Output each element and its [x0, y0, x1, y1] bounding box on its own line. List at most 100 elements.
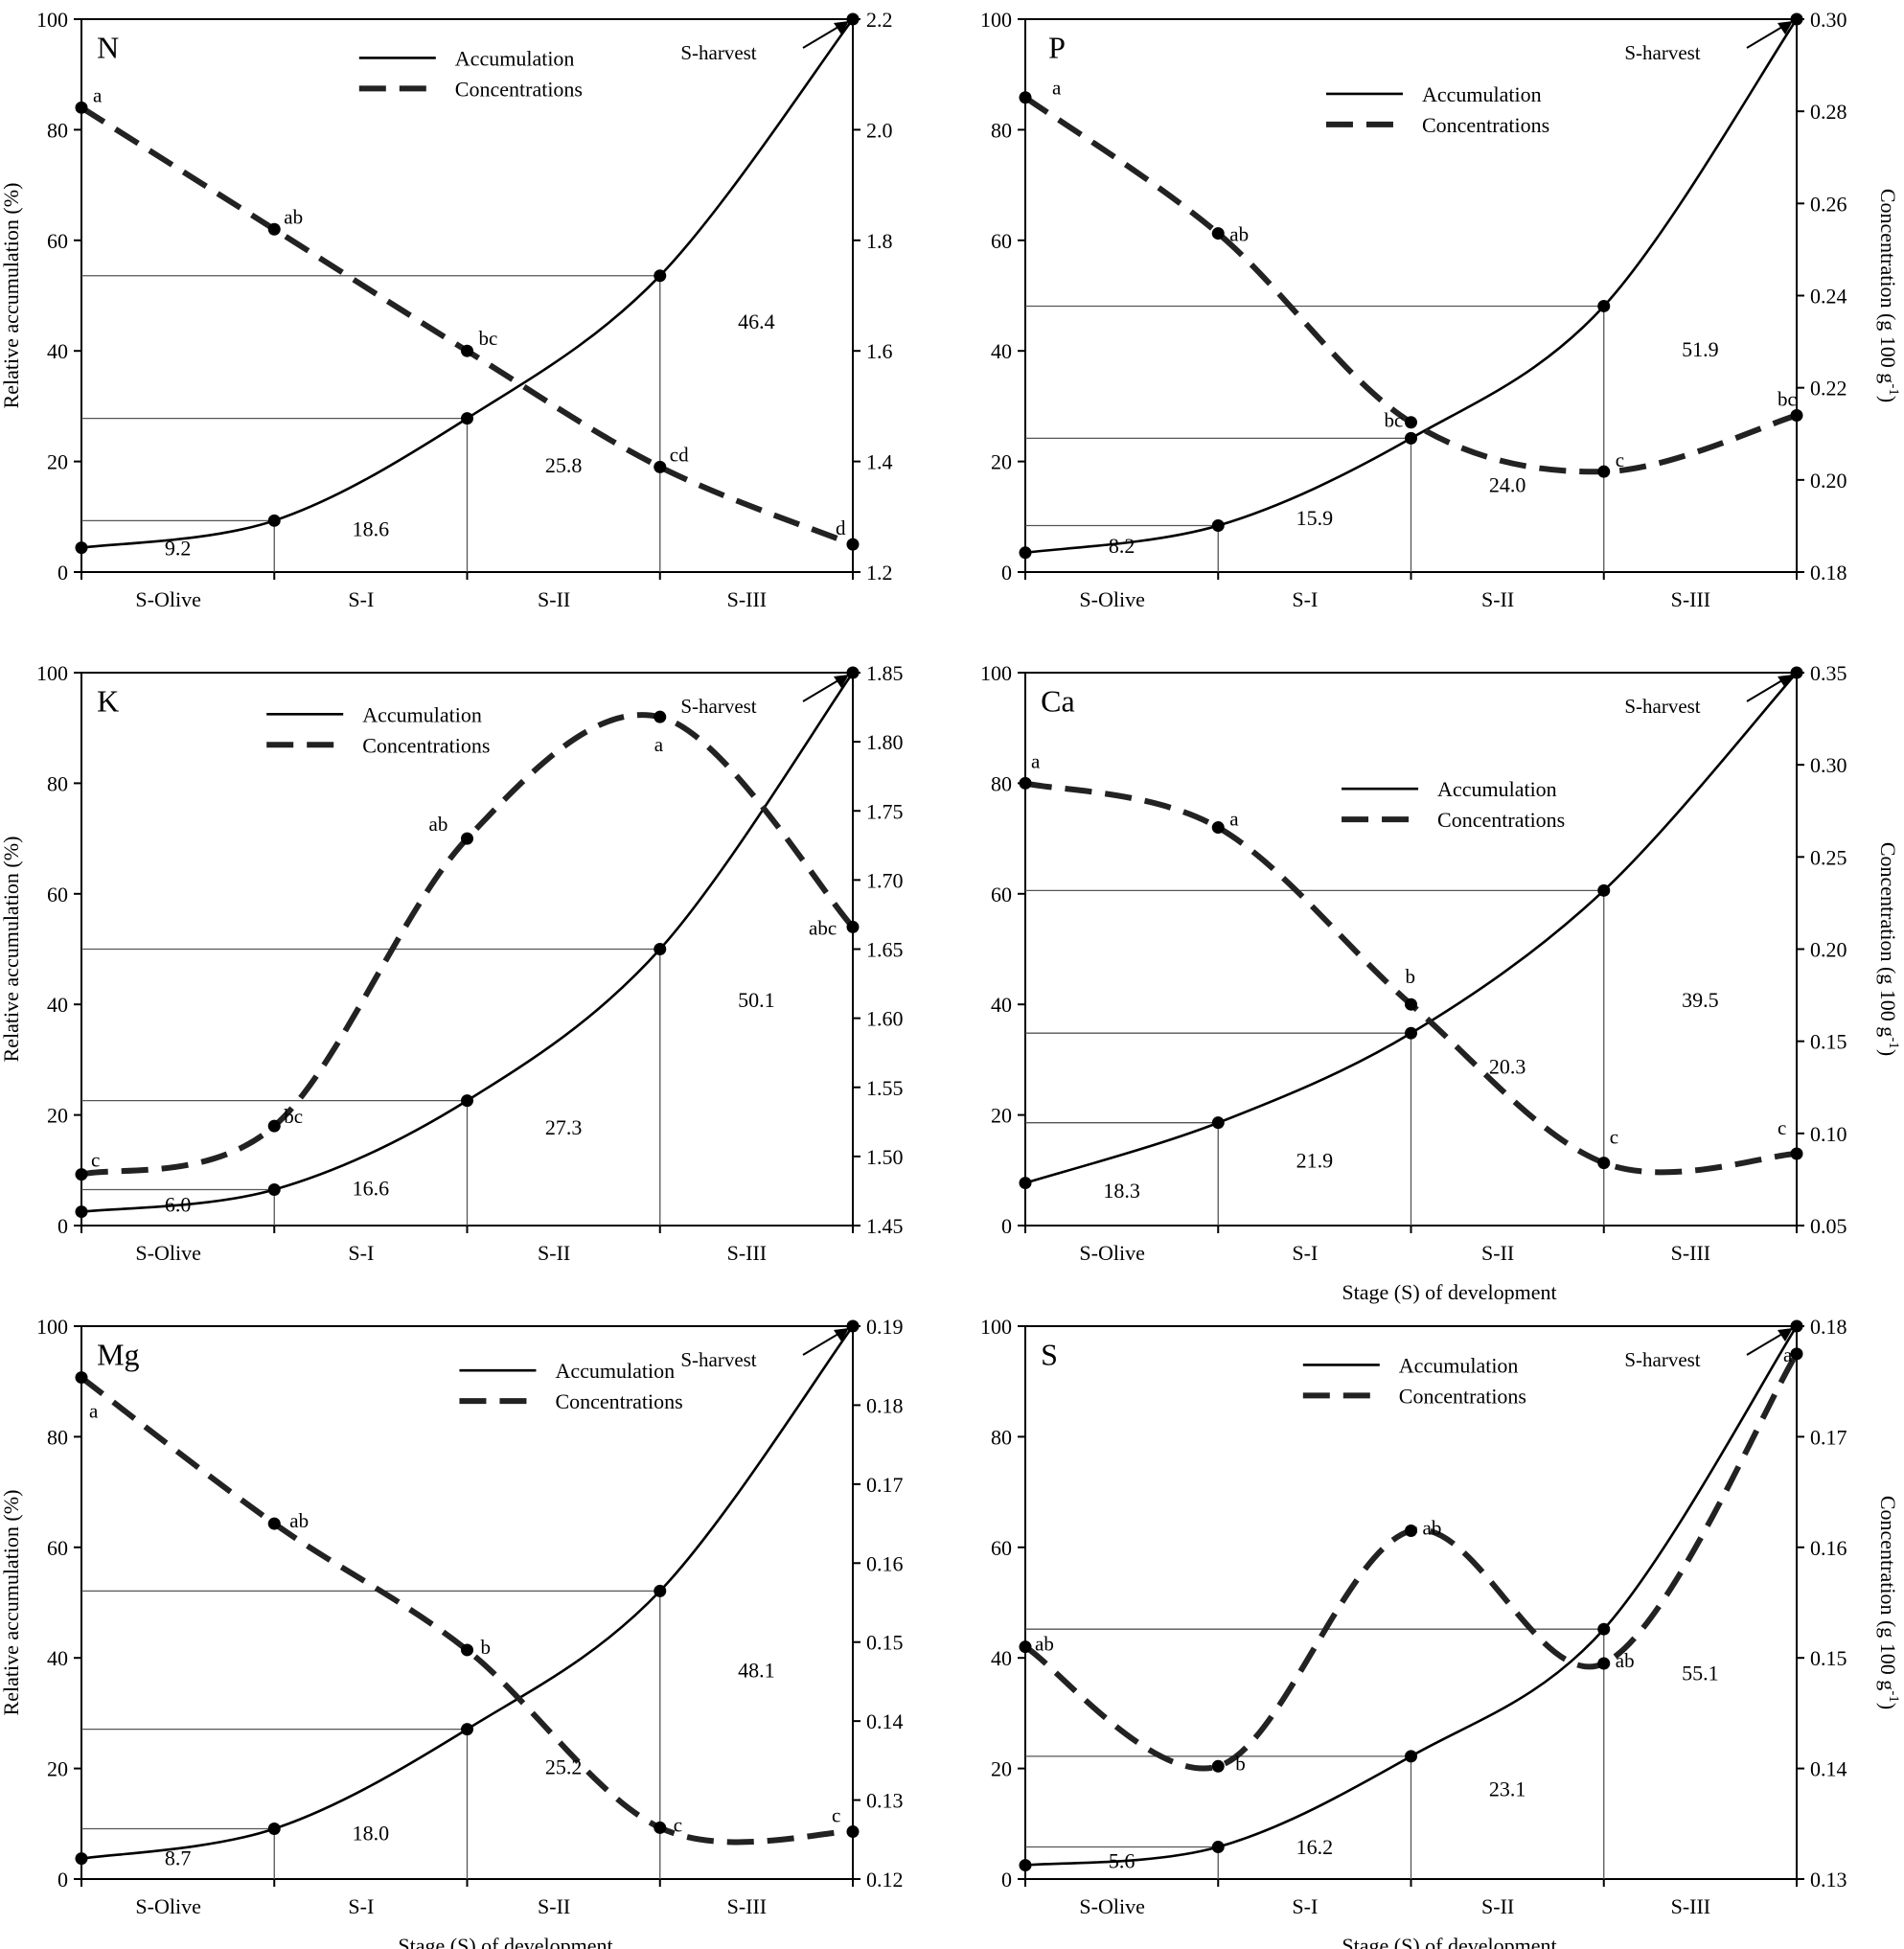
significance-letter: bc	[1778, 388, 1797, 411]
significance-letter: ab	[1035, 1633, 1054, 1656]
significance-letter: a	[89, 1400, 99, 1423]
concentration-point	[846, 920, 860, 933]
accumulation-point	[1211, 1841, 1225, 1854]
accumulation-line	[1024, 18, 1799, 555]
y-left-tick-label: 80	[47, 118, 68, 142]
accumulation-point	[654, 269, 667, 283]
y-right-tick-label: 1.6	[866, 339, 893, 363]
stage-label-s-i: S-I	[1292, 1241, 1318, 1265]
harvest-arrowhead	[1778, 21, 1793, 34]
stage-label-s-ii: S-II	[538, 587, 570, 611]
harvest-arrow	[802, 676, 844, 702]
accumulation-point	[461, 1723, 473, 1736]
concentration-point	[846, 538, 860, 551]
significance-letter: c	[1616, 448, 1624, 471]
concentration-point	[1405, 997, 1417, 1011]
concentration-point	[1019, 776, 1032, 790]
significance-letter: a	[1783, 1343, 1793, 1366]
concentration-point	[461, 832, 473, 845]
significance-letter: b	[1406, 965, 1416, 988]
legend-concentrations-label: Concentrations	[555, 1389, 682, 1413]
harvest-label: S-harvest	[1624, 695, 1700, 718]
concentration-point	[1790, 1347, 1803, 1361]
y-left-tick-label: 40	[991, 339, 1012, 363]
significance-letter: bc	[284, 1105, 303, 1128]
stage-percentage-label: 8.2	[1109, 534, 1136, 558]
y-right-tick-label: 0.12	[866, 1868, 904, 1892]
accumulation-line	[1024, 672, 1798, 1184]
y-left-tick-label: 60	[991, 229, 1012, 253]
significance-letter: c	[1610, 1126, 1618, 1149]
stage-percentage-label: 9.2	[165, 537, 192, 561]
accumulation-point	[267, 514, 281, 527]
stage-label-s-olive: S-Olive	[135, 587, 200, 611]
stage-label-s-i: S-I	[1292, 587, 1318, 611]
y-left-tick-label: 20	[991, 1104, 1012, 1128]
y-left-tick-label: 0	[1001, 561, 1012, 585]
x-axis-label: Stage (S) of development	[398, 1934, 612, 1949]
y-left-tick-label: 20	[991, 1757, 1012, 1781]
stage-label-s-ii: S-II	[1481, 587, 1514, 611]
significance-letter: a	[654, 733, 664, 756]
y-left-tick-label: 100	[36, 8, 68, 32]
legend-accumulation-label: Accumulation	[555, 1359, 675, 1383]
y-left-tick-label: 100	[980, 8, 1012, 32]
panel-s: 0 20 40 60 80 100 0.13 0.14 0.15 0.16 0.17 0.18 S-Ol…	[980, 1315, 1901, 1949]
significance-letter: bc	[1385, 409, 1404, 432]
stage-percentage-label: 25.8	[545, 453, 583, 477]
panel-element-label: N	[97, 30, 119, 64]
y-right-tick-label: 0.13	[1810, 1868, 1847, 1892]
stage-percentage-label: 51.9	[1682, 337, 1719, 361]
y-left-tick-label: 40	[47, 1646, 68, 1670]
y-left-tick-label: 100	[980, 661, 1012, 685]
harvest-arrowhead	[1778, 1328, 1793, 1341]
y-left-axis-label: Relative accumulation (%)	[0, 837, 23, 1063]
y-left-tick-label: 60	[47, 883, 68, 906]
stage-label-s-iii: S-III	[1671, 587, 1711, 611]
accumulation-point	[1597, 883, 1611, 897]
y-right-tick-label: 1.2	[866, 561, 893, 585]
stage-label-s-ii: S-II	[538, 1241, 570, 1265]
concentration-point	[1405, 1524, 1417, 1537]
accumulation-line	[80, 18, 855, 549]
stage-label-s-ii: S-II	[538, 1894, 570, 1918]
significance-letter: d	[836, 516, 846, 539]
y-right-tick-label: 1.75	[866, 799, 904, 823]
stage-label-s-olive: S-Olive	[1079, 587, 1144, 611]
y-left-tick-label: 60	[47, 229, 68, 253]
panel-n: 0 20 40 60 80 100 1.2 1.4 1.6 1.8 2.0 2.2 S-Olive S-I…	[0, 8, 893, 611]
y-left-axis-label: Relative accumulation (%)	[0, 183, 23, 409]
accumulation-point	[1405, 431, 1417, 445]
y-right-tick-label: 1.8	[866, 229, 893, 253]
concentration-point	[1211, 1759, 1225, 1773]
significance-letter: a	[93, 83, 103, 106]
stage-percentage-label: 18.3	[1103, 1179, 1140, 1203]
harvest-arrow	[802, 1330, 844, 1356]
y-right-axis-label: Concentration (g 100 g-1)	[1876, 1496, 1901, 1709]
concentration-point	[1405, 416, 1417, 429]
y-left-tick-label: 100	[980, 1315, 1012, 1339]
legend: Accumulation Concentrations	[1342, 777, 1565, 832]
y-right-tick-label: 0.20	[1810, 469, 1847, 493]
significance-letter: c	[674, 1813, 682, 1836]
harvest-label: S-harvest	[680, 41, 756, 64]
accumulation-point	[75, 1205, 88, 1219]
y-right-tick-label: 0.16	[866, 1551, 904, 1575]
legend-accumulation-label: Accumulation	[1399, 1353, 1519, 1377]
y-right-tick-label: 1.4	[866, 450, 893, 474]
x-axis-label: Stage (S) of development	[1342, 1280, 1556, 1304]
legend: Accumulation Concentrations	[1325, 82, 1549, 137]
stage-percentage-label: 23.1	[1489, 1777, 1526, 1800]
stage-percentage-label: 16.2	[1296, 1835, 1334, 1859]
harvest-arrowhead	[834, 675, 849, 688]
concentration-point	[654, 710, 667, 723]
y-right-tick-label: 1.85	[866, 661, 904, 685]
concentration-point	[267, 222, 281, 236]
significance-letter: ab	[1229, 223, 1249, 246]
significance-letter: ab	[429, 813, 448, 836]
accumulation-point	[1790, 666, 1803, 679]
harvest-label: S-harvest	[680, 695, 756, 718]
harvest-label: S-harvest	[680, 1348, 756, 1371]
legend-accumulation-label: Accumulation	[1422, 82, 1542, 106]
significance-letter: ab	[1616, 1649, 1635, 1672]
